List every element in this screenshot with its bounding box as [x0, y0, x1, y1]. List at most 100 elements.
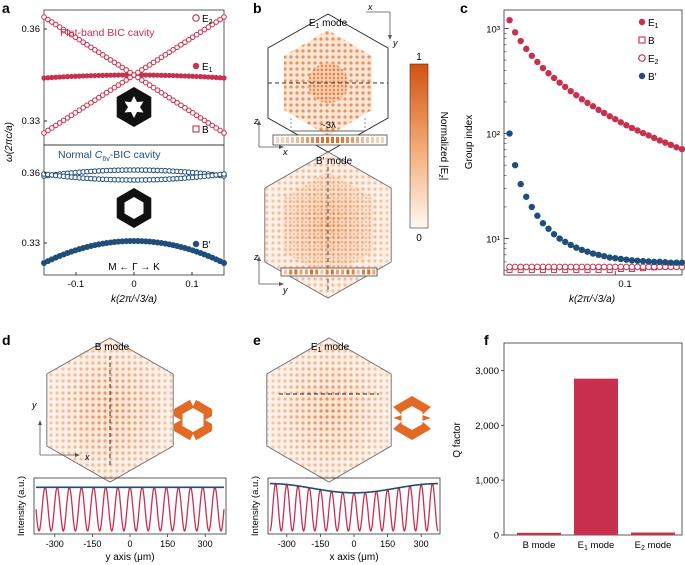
band-e2-point [45, 16, 51, 23]
band-b-point [154, 87, 161, 93]
panel-c-legend: E1 B E2 B′ [638, 18, 659, 83]
band-b-point [178, 102, 184, 109]
band-e1-point [205, 74, 211, 80]
strip-cell [299, 269, 303, 275]
strip-cell [341, 137, 344, 143]
series-E1-point [645, 132, 652, 139]
series-B'-point [639, 257, 647, 265]
series-E1-point [578, 96, 586, 103]
panel-a-top-title: Flat-band BIC cavity [60, 27, 155, 39]
strip-cell [362, 269, 365, 275]
series-B'-point [617, 255, 625, 263]
band-e1-point [190, 73, 196, 79]
legend-bprime-marker [192, 240, 200, 248]
strip-cell [351, 269, 355, 275]
band-b-point [170, 97, 176, 104]
strip-cell [372, 269, 376, 275]
strip-cell [286, 137, 289, 143]
svg-text:y: y [31, 400, 37, 410]
profile-xtick: 300 [414, 539, 429, 549]
series-E2-point [567, 263, 575, 271]
band-normal-lower-point [221, 171, 227, 177]
series-B'-point [606, 254, 613, 261]
band-b-point [162, 92, 169, 98]
panel-a-top-bands [41, 14, 227, 136]
series-E2-point [578, 263, 586, 271]
band-e2-point [56, 24, 63, 30]
profile-xtick: 150 [380, 539, 395, 549]
band-b-point [88, 99, 94, 106]
band-b-point [174, 99, 180, 106]
series-E2-point [611, 263, 619, 271]
series-E1-point [511, 29, 519, 36]
series-B'-point [678, 259, 685, 266]
series-E2-point [645, 263, 652, 271]
band-e2-point [150, 59, 157, 66]
series-E1-point [623, 122, 630, 129]
band-e1-point [115, 72, 121, 78]
panel-c-ytick: 10¹ [486, 235, 500, 246]
band-b-point [221, 130, 227, 136]
series-E1-point [673, 144, 680, 151]
series-E2-point [545, 263, 552, 271]
strip-cell [320, 269, 324, 275]
strip-cell [294, 269, 298, 275]
series-E1-point [567, 87, 574, 95]
band-e1-point [41, 75, 47, 81]
series-B'-point [567, 241, 574, 249]
series-E1-point [678, 145, 685, 153]
series-E1-point [534, 58, 541, 66]
series-E2-point [534, 263, 541, 271]
panel-e-ylabel: Intensity (a.u.) [250, 476, 261, 536]
band-b-point [197, 115, 204, 121]
bar-b-mode [517, 532, 561, 535]
band-e1-point [76, 73, 82, 79]
series-B'-point [517, 180, 524, 188]
panel-a-xtick-0: -0.1 [68, 279, 84, 290]
series-E1-point [606, 113, 613, 120]
strip-cell [336, 269, 339, 275]
series-E2-point [522, 263, 530, 271]
strip-cell [356, 269, 360, 275]
series-E2-point [617, 263, 625, 271]
band-b-point [84, 102, 90, 109]
band-b-point [166, 94, 173, 101]
band-e1-point [162, 72, 168, 78]
strip-cell [325, 269, 329, 275]
strip-cell [376, 137, 379, 143]
panel-b-e1-strip [272, 134, 388, 146]
band-e2-point [201, 26, 208, 33]
band-e1-point [186, 73, 192, 79]
band-e1-point [213, 74, 219, 81]
band-b-point [217, 127, 223, 134]
band-e2-point [197, 29, 204, 35]
band-bprime-point [221, 260, 227, 266]
series-B'-point [556, 235, 563, 242]
legend-b-marker [192, 125, 200, 133]
series-E1-point [639, 129, 647, 137]
panel-e-xlabel: x axis (μm) [329, 552, 378, 563]
strip-cell [289, 269, 293, 275]
bar-e1-mode [574, 378, 618, 535]
series-B'-point [595, 251, 602, 259]
band-b-point [115, 82, 122, 88]
series-B'-point [523, 193, 530, 200]
panel-label-d: d [2, 332, 11, 348]
panel-a-ytick-top-1: 0.33 [22, 116, 41, 127]
series-E2-point [634, 263, 641, 271]
strip-cell [281, 137, 284, 143]
legend-c-bprime-label: B′ [648, 72, 657, 83]
panel-a-xlabel: k(2π/√3/a) [111, 293, 157, 305]
panel-a-direction: M ← Γ → K [108, 262, 160, 273]
band-b-point [68, 112, 75, 119]
series-E2-point [506, 263, 513, 271]
band-e2-point [95, 49, 102, 56]
band-b-point [146, 82, 153, 88]
profile-xtick: 0 [127, 539, 132, 549]
band-e1-point [170, 72, 176, 79]
band-e2-point [189, 34, 196, 40]
series-B'-point [662, 259, 669, 266]
strip-cell [310, 269, 313, 275]
series-E1-point [556, 79, 563, 86]
band-b-point [52, 122, 59, 129]
